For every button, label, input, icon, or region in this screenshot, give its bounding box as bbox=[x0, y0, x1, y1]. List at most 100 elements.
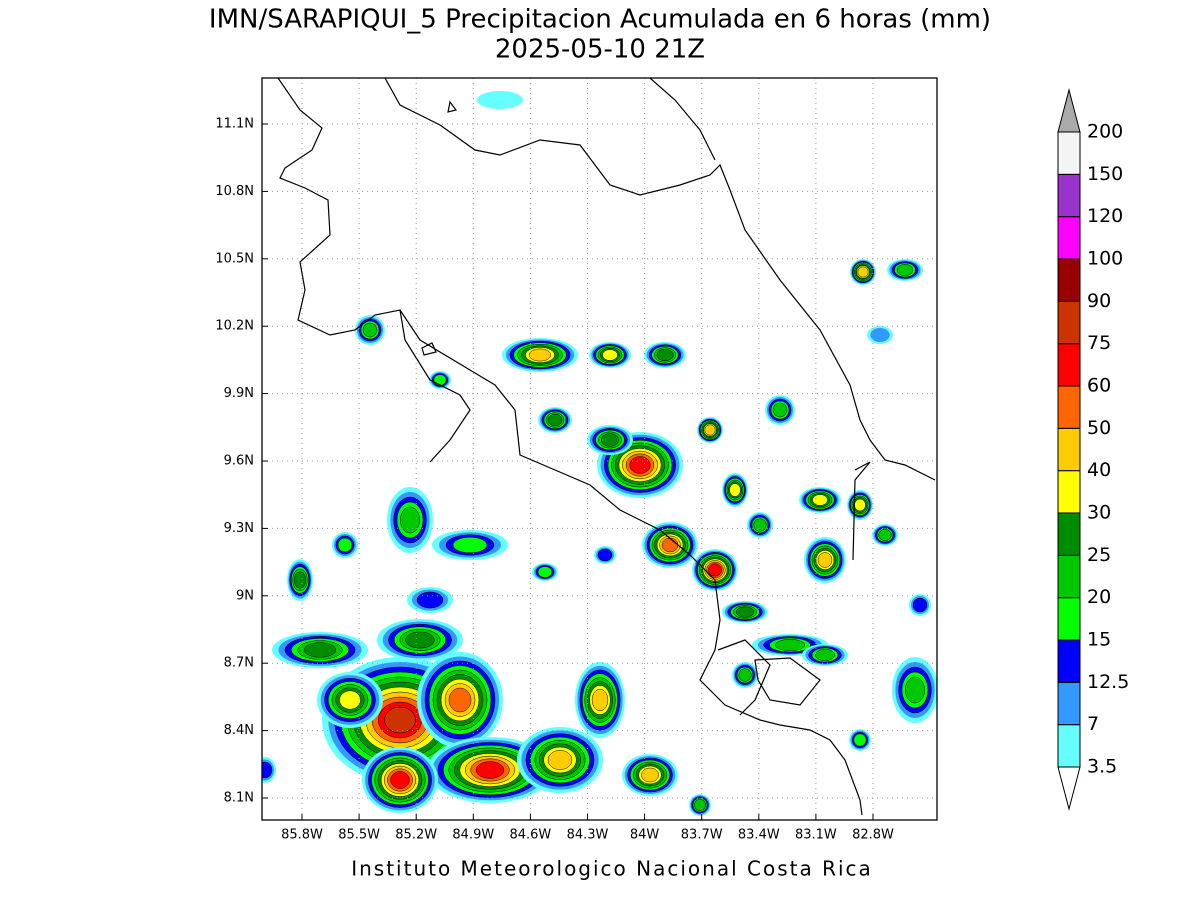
rain-cell bbox=[817, 552, 833, 568]
rain-cell bbox=[400, 506, 420, 534]
colorbar-label: 12.5 bbox=[1087, 671, 1129, 693]
lon-tick-label: 83.1W bbox=[795, 828, 837, 843]
lon-tick-label: 84.3W bbox=[567, 828, 609, 843]
map-frame bbox=[261, 77, 938, 821]
lat-tick-label: 9.3N bbox=[224, 521, 254, 536]
rain-cell bbox=[433, 374, 447, 386]
rain-cell bbox=[815, 649, 835, 661]
colorbar-bin bbox=[1057, 512, 1081, 556]
rain-cell bbox=[547, 413, 563, 427]
lat-tick-label: 10.5N bbox=[215, 251, 254, 266]
colorbar-label: 25 bbox=[1087, 544, 1111, 566]
colorbar-bin bbox=[1057, 470, 1081, 514]
rain-cell bbox=[694, 799, 706, 811]
colorbar-bin bbox=[1057, 173, 1081, 218]
colorbar-label: 150 bbox=[1087, 163, 1123, 185]
rain-cell bbox=[708, 563, 722, 577]
colorbar-label: 120 bbox=[1087, 205, 1123, 227]
rain-cell bbox=[601, 433, 619, 447]
colorbar-label: 50 bbox=[1087, 417, 1111, 439]
colorbar-bin bbox=[1057, 597, 1081, 641]
lon-tick-label: 85.8W bbox=[281, 828, 323, 843]
lon-tick-label: 85.2W bbox=[395, 828, 437, 843]
rain-cell bbox=[303, 642, 337, 658]
rain-cell bbox=[390, 771, 410, 789]
rain-cell bbox=[528, 348, 552, 362]
rain-cell bbox=[547, 750, 573, 770]
colorbar-under bbox=[1057, 766, 1081, 811]
rain-cell bbox=[854, 498, 866, 512]
rain-cell bbox=[629, 456, 651, 474]
precipitation-field bbox=[262, 91, 937, 816]
footer: Instituto Meteorologico Nacional Costa R… bbox=[351, 857, 873, 881]
lon-tick-label: 84.9W bbox=[452, 828, 494, 843]
rain-cell bbox=[853, 733, 867, 747]
rain-cell bbox=[870, 328, 890, 342]
rain-cell bbox=[661, 537, 679, 553]
colorbar-bin bbox=[1057, 385, 1081, 429]
colorbar-label: 3.5 bbox=[1087, 756, 1117, 778]
colorbar-label: 7 bbox=[1087, 713, 1099, 735]
colorbar: 3.5 7 12.5 15 20 25 30 40 50 60 75 90 100 120 150 200 bbox=[1057, 88, 1129, 811]
rain-cell bbox=[896, 264, 914, 276]
rain-cell bbox=[602, 349, 618, 361]
colorbar-bin bbox=[1057, 681, 1081, 726]
lon-tick-label: 83.4W bbox=[738, 828, 780, 843]
lat-tick-label: 9.6N bbox=[224, 454, 254, 469]
lat-tick-label: 11.1N bbox=[215, 117, 254, 132]
rain-cell bbox=[262, 761, 273, 779]
lat-tick-label: 8.1N bbox=[224, 791, 254, 806]
rain-cell bbox=[448, 687, 472, 713]
rain-cell bbox=[362, 322, 378, 338]
colorbar-label: 60 bbox=[1087, 375, 1111, 397]
rain-cell bbox=[878, 529, 892, 541]
lat-tick-label: 9N bbox=[236, 588, 254, 603]
rain-cell bbox=[905, 676, 925, 704]
lat-tick-label: 10.8N bbox=[215, 184, 254, 199]
colorbar-label: 20 bbox=[1087, 586, 1111, 608]
colorbar-label: 200 bbox=[1087, 121, 1123, 143]
lon-tick-label: 84W bbox=[630, 828, 660, 843]
rain-cell bbox=[772, 402, 788, 418]
lat-tick-label: 9.9N bbox=[224, 386, 254, 401]
colorbar-over bbox=[1057, 88, 1081, 133]
colorbar-label: 90 bbox=[1087, 290, 1111, 312]
coastline bbox=[277, 78, 936, 816]
colorbar-bin bbox=[1057, 258, 1081, 302]
colorbar-label: 40 bbox=[1087, 459, 1111, 481]
rain-cell bbox=[656, 348, 674, 362]
colorbar-bin bbox=[1057, 300, 1081, 345]
rain-cell bbox=[452, 536, 488, 554]
subtitle: 2025-05-10 21Z bbox=[495, 35, 705, 65]
rain-cell bbox=[857, 266, 869, 278]
colorbar-label: 100 bbox=[1087, 248, 1123, 270]
lon-tick-label: 84.6W bbox=[509, 828, 551, 843]
rain-cell bbox=[753, 518, 767, 532]
lon-tick-label: 85.5W bbox=[338, 828, 380, 843]
rain-cell bbox=[775, 639, 805, 651]
lat-tick-label: 10.2N bbox=[215, 319, 254, 334]
colorbar-bin bbox=[1057, 343, 1081, 387]
rain-cell bbox=[293, 571, 307, 589]
rain-cell bbox=[704, 424, 716, 436]
colorbar-bin bbox=[1057, 639, 1081, 683]
rain-cell bbox=[738, 668, 752, 682]
rain-cell bbox=[475, 761, 505, 779]
rain-cell bbox=[912, 597, 928, 613]
rain-cell bbox=[591, 688, 609, 712]
grid bbox=[262, 78, 937, 820]
lon-tick-label: 83.7W bbox=[681, 828, 723, 843]
colorbar-bin bbox=[1057, 554, 1081, 599]
lat-tick-label: 8.4N bbox=[224, 723, 254, 738]
colorbar-label: 30 bbox=[1087, 502, 1111, 524]
rain-cell bbox=[597, 548, 613, 562]
rain-cell bbox=[416, 591, 444, 609]
rain-cell bbox=[339, 690, 361, 710]
rain-cell bbox=[337, 537, 353, 553]
colorbar-bin bbox=[1057, 427, 1081, 472]
rain-cell bbox=[477, 91, 523, 109]
rain-cell bbox=[736, 606, 754, 618]
colorbar-bin bbox=[1057, 216, 1081, 260]
rain-cell bbox=[729, 483, 741, 497]
